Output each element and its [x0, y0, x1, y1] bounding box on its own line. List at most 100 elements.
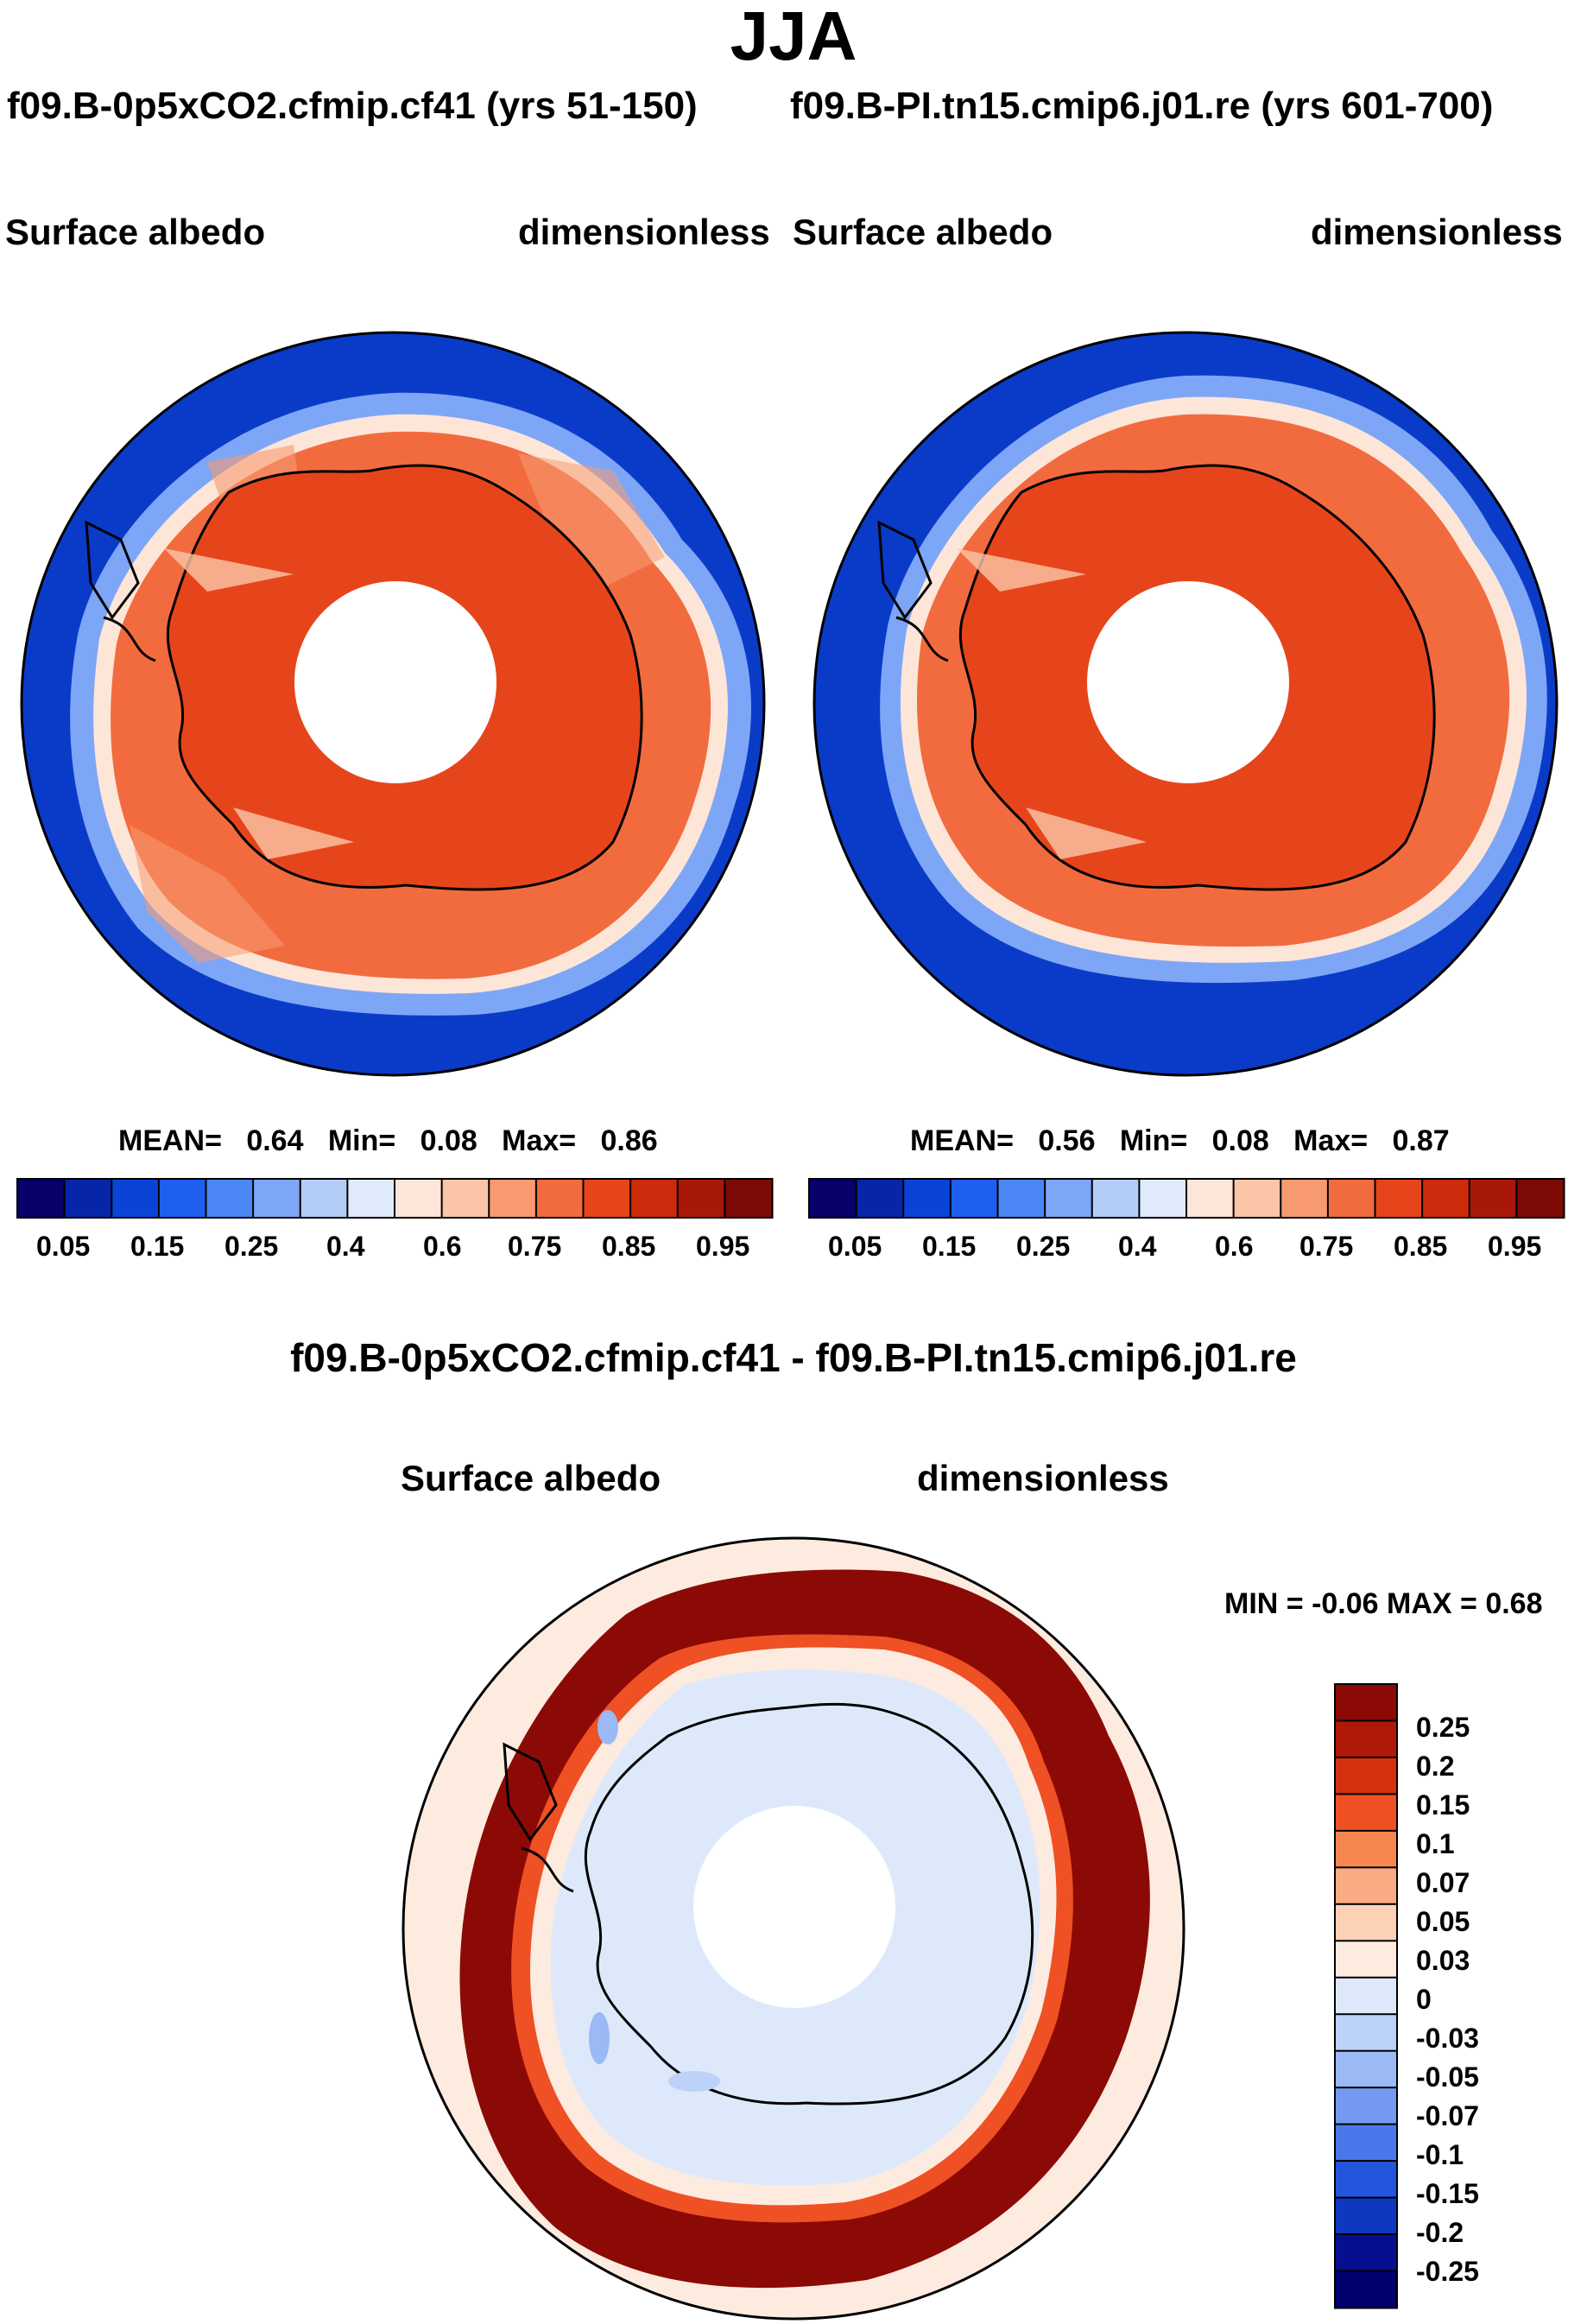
- colorbar-swatch: [346, 1178, 396, 1219]
- colorbar-swatch: [1280, 1178, 1330, 1219]
- left-tick-label: 0.75: [508, 1231, 562, 1262]
- diff-tick-label: 0.25: [1416, 1712, 1470, 1743]
- left-tick-label: 0.95: [696, 1231, 750, 1262]
- colorbar-swatch: [16, 1178, 66, 1219]
- difference-title: f09.B-0p5xCO2.cfmip.cf41 - f09.B-PI.tn15…: [290, 1335, 1297, 1380]
- colorbar-swatch: [949, 1178, 1000, 1219]
- colorbar-swatch: [1334, 1866, 1398, 1906]
- diff-tick-label: 0.15: [1416, 1789, 1470, 1821]
- right-min-value: 0.08: [1211, 1124, 1269, 1157]
- colorbar-swatch: [157, 1178, 208, 1219]
- colorbar-swatch: [855, 1178, 905, 1219]
- colorbar-swatch: [902, 1178, 952, 1219]
- left-variable-label: Surface albedo: [5, 212, 266, 252]
- colorbar-swatch: [1334, 2087, 1398, 2126]
- colorbar-swatch: [1091, 1178, 1141, 1219]
- colorbar-swatch: [394, 1178, 444, 1219]
- left-units-label: dimensionless: [518, 212, 770, 252]
- colorbar-swatch: [1515, 1178, 1565, 1219]
- colorbar-swatch: [1374, 1178, 1424, 1219]
- right-min-label: Min=: [1119, 1124, 1188, 1157]
- left-colorbar: [16, 1178, 774, 1219]
- right-tick-label: 0.25: [1016, 1231, 1071, 1262]
- right-tick-label: 0.6: [1215, 1231, 1254, 1262]
- left-mean-value: 0.64: [246, 1124, 304, 1157]
- colorbar-swatch: [1334, 2196, 1398, 2236]
- colorbar-swatch: [1334, 1940, 1398, 1979]
- difference-map: [401, 1536, 1186, 2321]
- colorbar-swatch: [1186, 1178, 1236, 1219]
- colorbar-swatch: [1326, 1178, 1377, 1219]
- colorbar-swatch: [996, 1178, 1046, 1219]
- diff-tick-label: 0: [1416, 1984, 1432, 2015]
- colorbar-swatch: [1334, 1829, 1398, 1869]
- diff-units-label: dimensionless: [917, 1458, 1169, 1498]
- right-tick-label: 0.4: [1118, 1231, 1157, 1262]
- diff-minmax: MIN = -0.06 MAX = 0.68: [1224, 1587, 1543, 1620]
- colorbar-swatch: [724, 1178, 774, 1219]
- left-tick-label: 0.15: [130, 1231, 185, 1262]
- right-tick-label: 0.15: [922, 1231, 977, 1262]
- right-variable-label: Surface albedo: [793, 212, 1053, 252]
- colorbar-swatch: [808, 1178, 858, 1219]
- colorbar-swatch: [111, 1178, 161, 1219]
- diff-tick-label: -0.07: [1416, 2100, 1479, 2131]
- diff-tick-label: -0.25: [1416, 2256, 1479, 2287]
- right-max-label: Max=: [1293, 1124, 1369, 1157]
- left-max-value: 0.86: [600, 1124, 658, 1157]
- colorbar-swatch: [488, 1178, 538, 1219]
- right-tick-label: 0.85: [1394, 1231, 1448, 1262]
- left-min-value: 0.08: [420, 1124, 477, 1157]
- colorbar-swatch: [1334, 1756, 1398, 1795]
- diff-tick-label: 0.05: [1416, 1906, 1470, 1937]
- case-label-left: f09.B-0p5xCO2.cfmip.cf41 (yrs 51-150): [7, 85, 698, 127]
- colorbar-swatch: [1044, 1178, 1094, 1219]
- left-stats: MEAN= 0.64 Min= 0.08 Max= 0.86: [118, 1124, 658, 1158]
- colorbar-swatch: [1334, 1976, 1398, 2016]
- case-label-right: f09.B-PI.tn15.cmip6.j01.re (yrs 601-700): [790, 85, 1494, 127]
- colorbar-swatch: [1334, 2160, 1398, 2200]
- diff-tick-label: -0.2: [1416, 2217, 1464, 2248]
- colorbar-swatch: [1334, 2049, 1398, 2089]
- colorbar-swatch: [629, 1178, 680, 1219]
- colorbar-swatch: [1334, 2123, 1398, 2163]
- colorbar-swatch: [205, 1178, 255, 1219]
- colorbar-swatch: [252, 1178, 302, 1219]
- left-map: [20, 331, 766, 1077]
- right-stats: MEAN= 0.56 Min= 0.08 Max= 0.87: [910, 1124, 1450, 1158]
- colorbar-swatch: [1334, 1793, 1398, 1833]
- diff-tick-label: 0.1: [1416, 1828, 1455, 1859]
- diff-tick-label: -0.1: [1416, 2139, 1464, 2170]
- colorbar-swatch: [1334, 2013, 1398, 2053]
- left-tick-label: 0.4: [326, 1231, 365, 1262]
- colorbar-swatch: [1334, 2270, 1398, 2309]
- diff-tick-label: -0.03: [1416, 2023, 1479, 2054]
- right-map: [812, 331, 1559, 1077]
- left-tick-label: 0.05: [36, 1231, 91, 1262]
- left-mean-label: MEAN=: [118, 1124, 222, 1157]
- left-max-label: Max=: [502, 1124, 577, 1157]
- diff-tick-label: 0.2: [1416, 1751, 1455, 1782]
- diff-tick-label: 0.03: [1416, 1945, 1470, 1976]
- colorbar-swatch: [676, 1178, 726, 1219]
- left-tick-label: 0.85: [602, 1231, 656, 1262]
- colorbar-swatch: [1468, 1178, 1518, 1219]
- right-tick-label: 0.75: [1299, 1231, 1354, 1262]
- colorbar-swatch: [63, 1178, 113, 1219]
- right-units-label: dimensionless: [1311, 212, 1563, 252]
- colorbar-swatch: [440, 1178, 490, 1219]
- diff-tick-label: 0.07: [1416, 1867, 1470, 1898]
- left-tick-label: 0.6: [423, 1231, 462, 1262]
- colorbar-swatch: [1232, 1178, 1282, 1219]
- diff-tick-label: -0.05: [1416, 2061, 1479, 2093]
- right-tick-label: 0.95: [1488, 1231, 1542, 1262]
- colorbar-swatch: [1421, 1178, 1471, 1219]
- colorbar-swatch: [534, 1178, 585, 1219]
- right-colorbar: [808, 1178, 1565, 1219]
- right-max-value: 0.87: [1392, 1124, 1450, 1157]
- diff-tick-label: -0.15: [1416, 2178, 1479, 2209]
- colorbar-swatch: [1334, 1719, 1398, 1759]
- right-mean-value: 0.56: [1038, 1124, 1096, 1157]
- colorbar-swatch: [582, 1178, 632, 1219]
- colorbar-swatch: [1138, 1178, 1188, 1219]
